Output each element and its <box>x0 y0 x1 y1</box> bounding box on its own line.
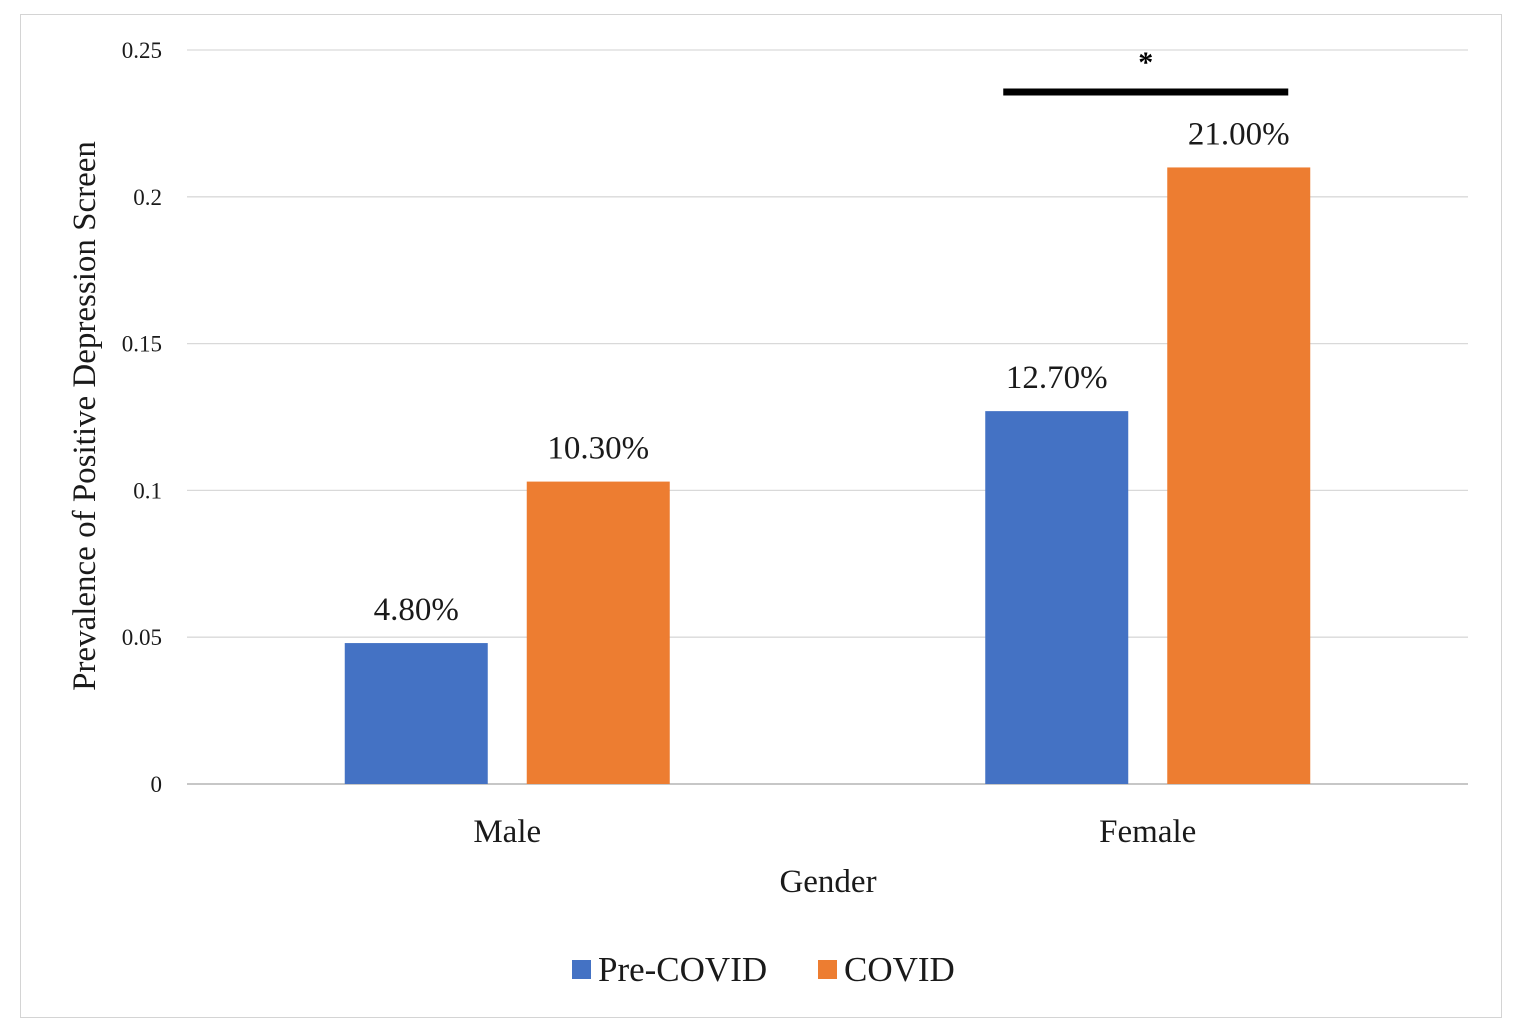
y-tick-label: 0.25 <box>122 38 162 63</box>
data-labels: 4.80% 10.30% 12.70% 21.00% <box>374 116 1290 628</box>
y-tick-label: 0 <box>151 772 163 797</box>
annotations: * <box>1003 46 1289 96</box>
x-axis-categories: Male Female <box>473 814 1196 850</box>
bar-female-pre-covid <box>985 411 1129 784</box>
y-axis-ticks: 0 0.05 0.1 0.15 0.2 0.25 <box>122 38 162 797</box>
x-category-label: Male <box>473 814 541 850</box>
legend: Pre-COVID COVID <box>572 950 955 989</box>
x-axis-title: Gender <box>779 864 876 900</box>
data-label: 4.80% <box>374 592 459 628</box>
x-category-label: Female <box>1099 814 1196 850</box>
data-label: 21.00% <box>1188 116 1290 152</box>
bars <box>344 167 1311 784</box>
y-tick-label: 0.05 <box>122 625 162 650</box>
significance-marker: * <box>1138 46 1153 79</box>
data-label: 12.70% <box>1006 360 1108 396</box>
legend-swatch-covid <box>818 960 837 979</box>
bar-female-covid <box>1167 167 1311 784</box>
legend-swatch-pre-covid <box>572 960 591 979</box>
legend-label: COVID <box>844 950 955 989</box>
data-label: 10.30% <box>547 431 649 467</box>
y-tick-label: 0.2 <box>133 185 162 210</box>
bar-male-covid <box>526 481 670 784</box>
legend-label: Pre-COVID <box>598 950 767 989</box>
y-tick-label: 0.1 <box>133 478 162 503</box>
y-tick-label: 0.15 <box>122 332 162 357</box>
bar-male-pre-covid <box>344 643 488 784</box>
y-axis-title: Prevalence of Positive Depression Screen <box>67 141 103 691</box>
